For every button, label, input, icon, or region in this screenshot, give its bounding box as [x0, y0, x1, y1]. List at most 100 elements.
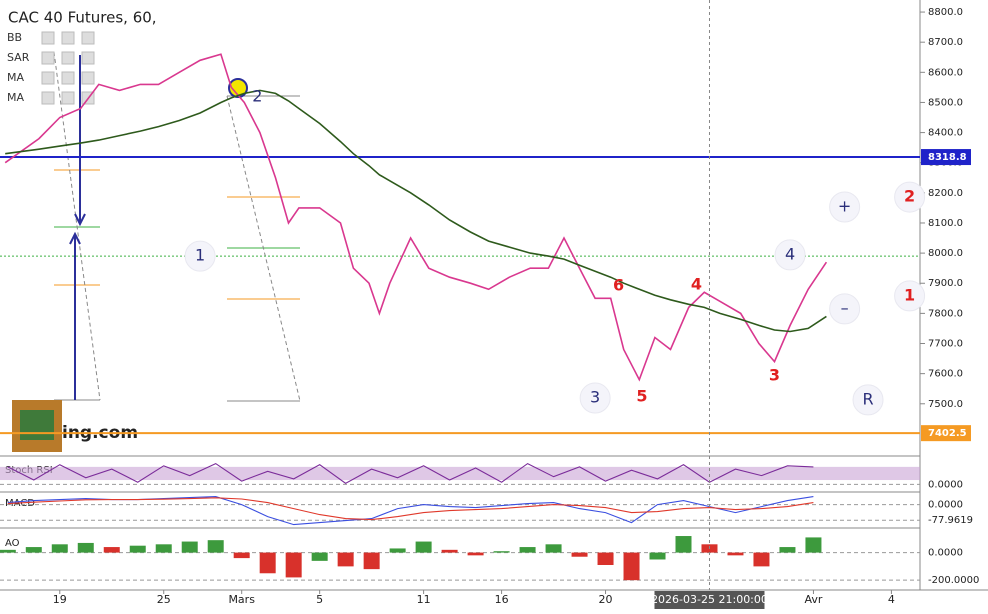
x-tick-label: 16: [495, 593, 509, 606]
wave-label: 3: [590, 388, 600, 407]
annotation-circle: [184, 240, 216, 272]
bar: [623, 552, 640, 581]
bar: [519, 547, 536, 553]
x-tick-label: 20: [599, 593, 613, 606]
wave-label: 5: [636, 386, 647, 405]
y-tick-label: 7900.0: [928, 278, 963, 289]
indicator-icon: [61, 71, 75, 85]
indicator-icon: [61, 51, 75, 65]
y-tick-label: 0.0000: [928, 548, 963, 559]
y-tick-label: 8100.0: [928, 218, 963, 229]
indicator-icon: [81, 71, 95, 85]
bar: [493, 551, 510, 553]
bar: [441, 549, 458, 553]
bar: [597, 552, 614, 565]
y-tick-label: 0.0000: [928, 500, 963, 511]
bar: [675, 536, 692, 553]
x-tick-label: 11: [417, 593, 431, 606]
x-tick-label: 19: [53, 593, 67, 606]
y-tick-label: 8600.0: [928, 67, 963, 78]
wave-label: 3: [769, 366, 780, 385]
wave-label: 2: [904, 187, 915, 206]
indicator-icon: [41, 31, 55, 45]
panel-title: MACD: [5, 498, 35, 509]
wave-label: 1: [904, 285, 915, 304]
annotation-circle: [774, 239, 806, 271]
logo: [12, 400, 62, 452]
indicator-label: BB: [7, 31, 22, 44]
y-tick-label: -200.0000: [928, 575, 979, 586]
indicator-icon: [41, 51, 55, 65]
indicator-icon: [41, 91, 55, 105]
y-tick-label: 8700.0: [928, 37, 963, 48]
bar: [285, 552, 302, 578]
bar: [129, 545, 146, 553]
wave-label: 2: [252, 87, 262, 106]
marker: [228, 78, 248, 98]
chart-title: CAC 40 Futures, 60,: [8, 9, 157, 27]
indicator-label: MA: [7, 71, 24, 84]
wave-label: 4: [691, 275, 702, 294]
wave-label: +: [838, 197, 851, 216]
y-tick-label: 8200.0: [928, 188, 963, 199]
price-tag: [921, 425, 971, 442]
crosshair-label: 2026-03-25 21:00:00: [651, 593, 768, 606]
series-line: [7, 462, 814, 484]
bar: [467, 552, 484, 556]
logo-image: [20, 410, 54, 440]
series-line: [7, 497, 814, 521]
bar: [0, 549, 16, 553]
x-tick-label: 5: [316, 593, 323, 606]
annotation-circle: [829, 191, 861, 223]
bar: [805, 537, 822, 553]
price-tag-label: 7402.5: [928, 428, 967, 439]
y-tick-label: 8500.0: [928, 97, 963, 108]
bar: [753, 552, 770, 567]
crosshair-tag: [654, 591, 765, 609]
annotation-circle: [829, 293, 861, 325]
bar: [207, 540, 224, 553]
annotation-circle: [579, 382, 611, 414]
indicator-label: SAR: [7, 51, 30, 64]
y-tick-label: 8400.0: [928, 128, 963, 139]
bar: [571, 552, 588, 557]
y-tick-label: 8800.0: [928, 7, 963, 18]
y-tick-label: 0.0000: [928, 479, 963, 490]
bar: [779, 547, 796, 553]
wave-label: 6: [613, 275, 624, 294]
price-tag: [921, 149, 971, 166]
bar: [311, 552, 328, 561]
arrow-head: [74, 213, 86, 227]
bar: [181, 541, 198, 553]
indicator-label: MA: [7, 91, 24, 104]
indicator-icon: [81, 31, 95, 45]
bar: [233, 552, 250, 559]
bar: [415, 541, 432, 553]
panel-title: AO: [5, 538, 20, 549]
trend-line: [226, 95, 301, 402]
series-line: [5, 89, 827, 333]
indicator-icon: [61, 91, 75, 105]
price-tag-label: 8318.8: [928, 152, 967, 163]
wave-label: –: [841, 298, 849, 317]
indicator-icon: [81, 51, 95, 65]
bar: [259, 552, 276, 574]
arrow-head: [69, 231, 81, 245]
trend-line: [53, 51, 101, 401]
wave-label: 4: [785, 244, 795, 263]
annotation-circle: [894, 181, 926, 213]
bar: [727, 552, 744, 556]
y-tick-label: 7800.0: [928, 308, 963, 319]
bar: [155, 544, 172, 553]
panel-borders: [0, 0, 988, 591]
bar: [51, 544, 68, 553]
indicator-icon: [41, 71, 55, 85]
y-tick-label: 7700.0: [928, 339, 963, 350]
bar: [337, 552, 354, 567]
annotation-circle: [894, 280, 926, 312]
x-tick-label: Mars: [228, 593, 255, 606]
y-tick-label: 7500.0: [928, 399, 963, 410]
bar: [103, 547, 120, 553]
